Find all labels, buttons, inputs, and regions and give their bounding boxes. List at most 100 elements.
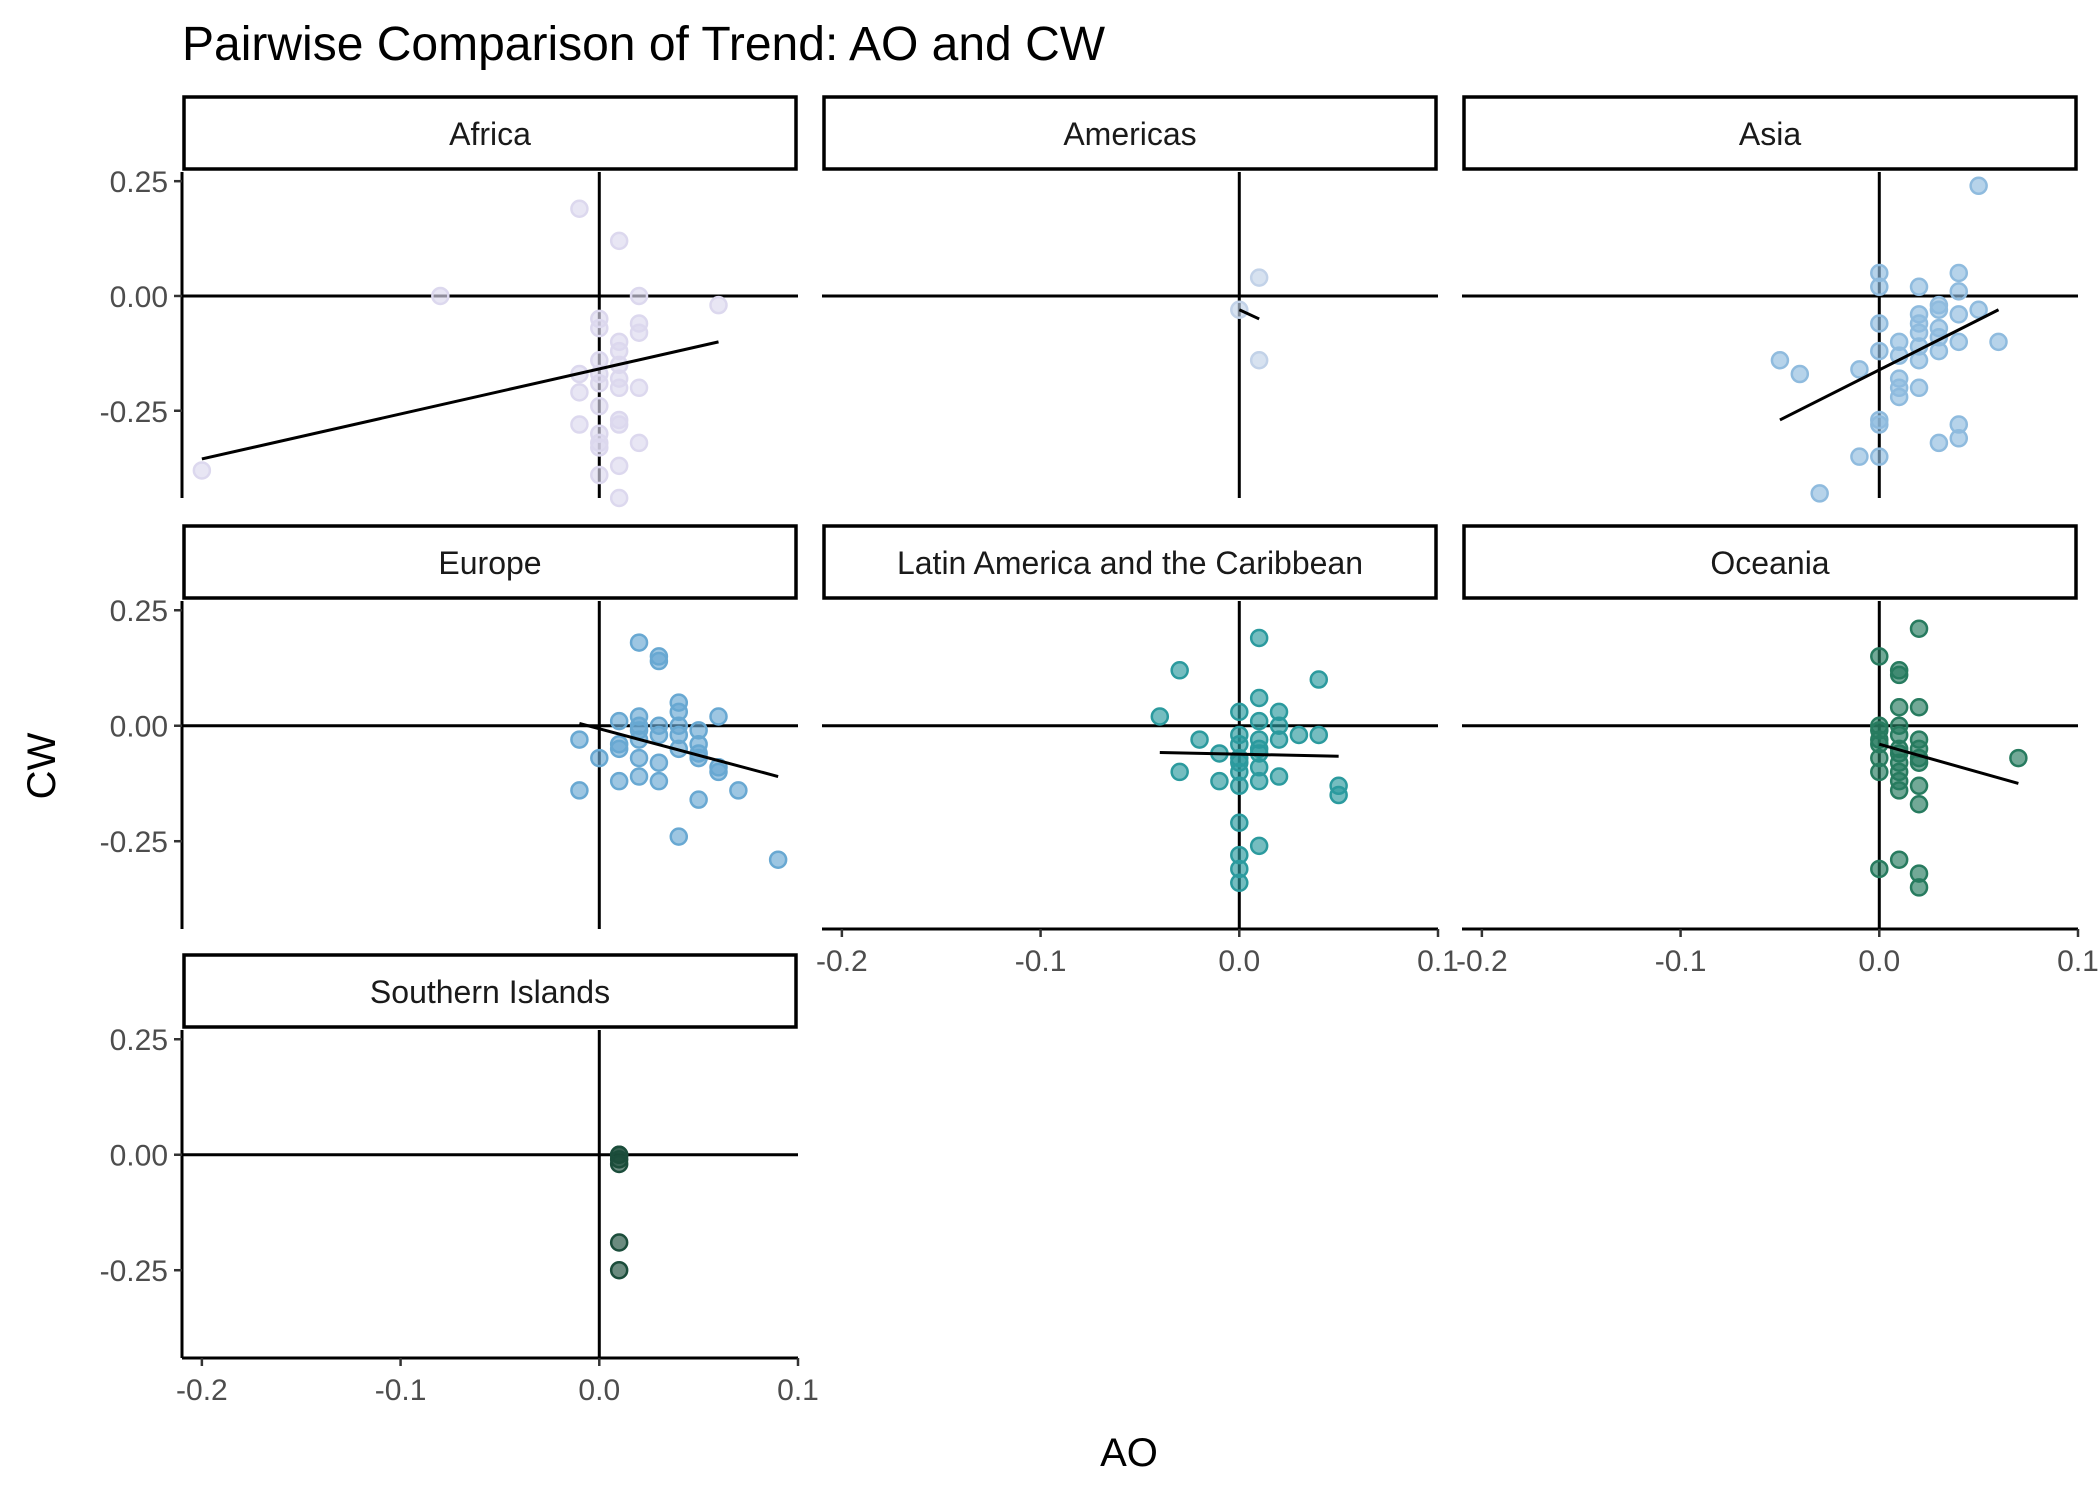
data-point <box>609 771 629 791</box>
data-point <box>1889 665 1909 685</box>
facet-strip <box>1462 95 2078 171</box>
y-tick-label: 0.00 <box>110 281 168 314</box>
y-tick-label: -0.25 <box>100 396 168 429</box>
data-point <box>729 781 748 800</box>
data-point <box>1249 628 1269 648</box>
data-point <box>1210 771 1229 791</box>
facet-label: Africa <box>449 116 531 152</box>
data-point <box>1870 341 1889 361</box>
data-point <box>1949 263 1969 283</box>
facet-strip <box>182 953 798 1029</box>
data-point <box>1850 447 1869 466</box>
data-point <box>1889 387 1909 407</box>
data-point <box>1949 282 1969 301</box>
data-point <box>1909 277 1929 297</box>
data-point <box>1949 429 1969 448</box>
data-point <box>590 373 609 393</box>
data-point <box>590 438 609 457</box>
data-point <box>1170 661 1189 680</box>
x-tick-label: 0.1 <box>777 1374 819 1407</box>
x-tick-label: 0.0 <box>1218 945 1260 978</box>
data-point <box>1929 341 1949 361</box>
facet-label: Latin America and the Caribbean <box>897 545 1363 581</box>
facet-strip <box>182 95 798 171</box>
data-point <box>1230 873 1249 893</box>
facet-strip <box>822 524 1438 600</box>
x-axis-label: AO <box>1100 1431 1158 1475</box>
data-point <box>649 725 669 745</box>
y-tick-label: 0.25 <box>110 166 168 199</box>
data-point <box>609 1154 629 1174</box>
data-point <box>609 1260 629 1280</box>
data-point <box>1850 360 1869 379</box>
y-tick-label: 0.00 <box>110 711 168 744</box>
facet-label: Americas <box>1063 116 1196 152</box>
data-point <box>192 461 212 480</box>
facet-strip <box>1462 524 2078 600</box>
data-point <box>1870 647 1889 666</box>
data-point <box>1309 725 1329 745</box>
data-point <box>590 748 609 768</box>
data-point <box>1929 433 1949 453</box>
data-point <box>570 781 589 800</box>
data-point <box>709 762 728 782</box>
data-point <box>1289 725 1309 745</box>
data-point <box>629 633 649 652</box>
trend-line <box>1779 308 2000 422</box>
data-point <box>709 707 728 726</box>
data-point <box>1969 176 1988 196</box>
data-point <box>1889 850 1909 869</box>
data-point <box>609 231 629 251</box>
data-point <box>1889 698 1909 717</box>
data-point <box>590 318 609 338</box>
data-point <box>1909 351 1929 370</box>
x-tick-label: 0.0 <box>1858 945 1900 978</box>
data-point <box>1230 813 1249 832</box>
data-point <box>1329 785 1348 805</box>
x-tick-label: -0.1 <box>375 1374 427 1407</box>
trend-line <box>201 340 719 461</box>
data-point <box>1269 730 1289 749</box>
data-point <box>1949 332 1969 352</box>
data-point <box>1150 707 1170 726</box>
data-point <box>629 378 649 398</box>
data-point <box>629 433 649 453</box>
trend-line <box>1878 742 2019 785</box>
data-point <box>1909 878 1929 897</box>
x-tick-label: -0.1 <box>1015 945 1067 978</box>
trend-line <box>1238 308 1260 321</box>
y-tick-label: -0.25 <box>100 826 168 859</box>
facet-latin-america-and-the-caribbean: Latin America and the Caribbean -0.2 -0.1 0… <box>816 524 1459 978</box>
x-tick-label: -0.2 <box>1456 945 1508 978</box>
data-point <box>1949 305 1969 324</box>
data-point <box>1909 619 1929 638</box>
data-point <box>1249 688 1269 708</box>
chart-title: Pairwise Comparison of Trend: AO and CW <box>182 18 1106 71</box>
data-point <box>649 771 669 791</box>
facet-strip <box>182 524 798 600</box>
data-point <box>609 1233 629 1252</box>
data-point <box>1230 776 1249 796</box>
data-point <box>570 415 589 434</box>
data-point <box>1909 378 1929 398</box>
y-tick-label: 0.25 <box>110 1024 168 1057</box>
data-point <box>649 651 669 671</box>
data-point <box>1870 314 1889 333</box>
facet-panels: Africa 0.25 0.00 -0.25 Americas Asia Europe 0.2… <box>100 95 2099 1407</box>
data-point <box>1249 351 1269 370</box>
x-tick-label: 0.1 <box>1417 945 1459 978</box>
data-point <box>1170 762 1189 782</box>
data-point <box>1870 277 1889 297</box>
x-tick-label: 0.0 <box>578 1374 620 1407</box>
y-axis-label: CW <box>20 732 64 799</box>
facet-europe: Europe 0.25 0.00 -0.25 <box>100 524 798 929</box>
data-point <box>1770 351 1790 370</box>
facet-asia: Asia <box>1462 95 2078 503</box>
data-point <box>709 295 728 315</box>
data-point <box>1870 447 1889 466</box>
data-point <box>1309 670 1329 689</box>
data-point <box>609 378 629 398</box>
data-point <box>629 286 649 306</box>
